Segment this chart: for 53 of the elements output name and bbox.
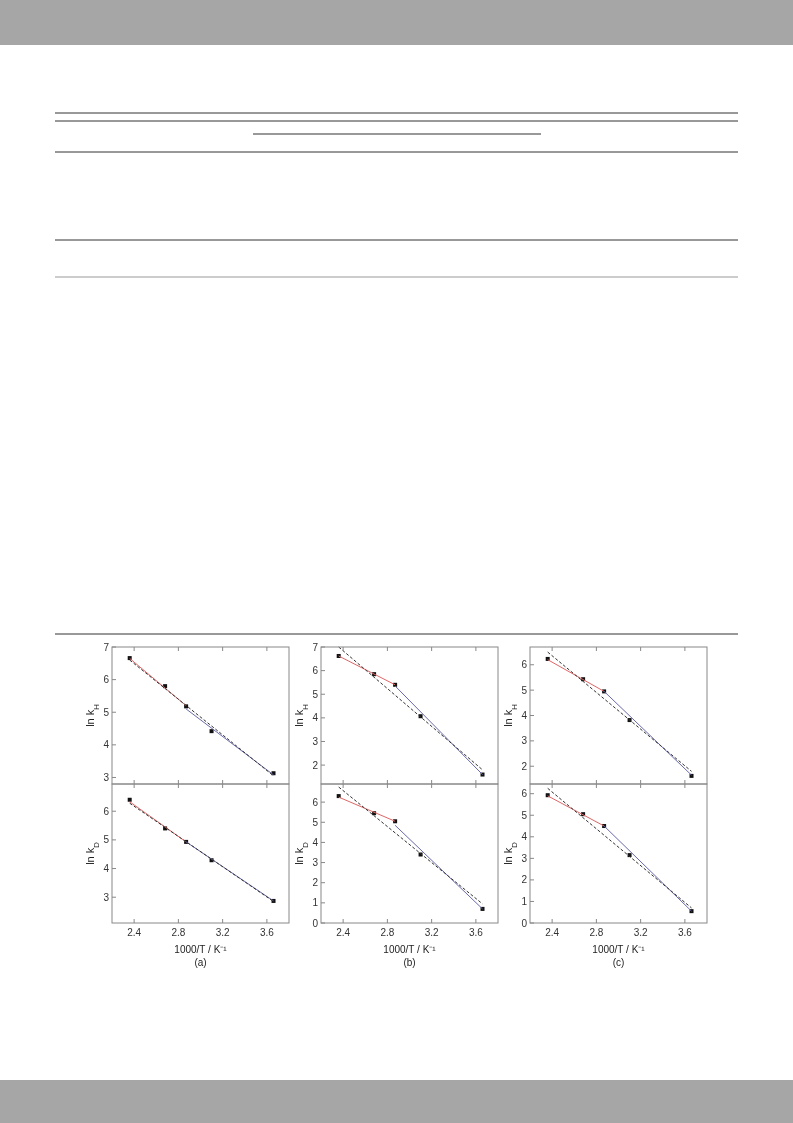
y-tick-label: 5 bbox=[103, 706, 110, 718]
y-tick-label: 4 bbox=[103, 739, 110, 751]
y-tick-label: 2 bbox=[521, 760, 528, 772]
x-tick-label: 2.4 bbox=[336, 927, 351, 938]
y-tick-label: 4 bbox=[521, 710, 528, 721]
text: (c) bbox=[612, 957, 625, 968]
y-tick-label: 6 bbox=[521, 659, 528, 671]
y-tick-label: 7 bbox=[103, 641, 110, 653]
x-tick-label: 2.4 bbox=[127, 927, 142, 938]
y-tick-label: 3 bbox=[521, 852, 528, 864]
y-tick-label: 4 bbox=[103, 863, 110, 875]
y-tick-label: 4 bbox=[312, 712, 319, 724]
y-tick-label: 6 bbox=[312, 796, 319, 808]
y-tick-label: 3 bbox=[312, 857, 319, 869]
x-axis-title: 1000/T / K⁻¹ bbox=[592, 944, 646, 955]
y-tick-label: 6 bbox=[312, 665, 319, 677]
x-axis-title: 1000/T / K⁻¹ bbox=[174, 944, 228, 955]
y-tick-label: 5 bbox=[312, 816, 319, 828]
y-tick-label: 7 bbox=[312, 641, 319, 653]
x-tick-label: 3.6 bbox=[468, 927, 484, 938]
y-tick-label: 5 bbox=[521, 809, 528, 821]
y-tick-label: 2 bbox=[312, 759, 319, 771]
x-tick-label: 2.8 bbox=[380, 927, 395, 938]
text: (a) bbox=[194, 957, 207, 968]
y-tick-label: 2 bbox=[521, 874, 528, 886]
text: (b) bbox=[403, 957, 416, 968]
y-tick-label: 4 bbox=[521, 831, 528, 843]
y-tick-label: 6 bbox=[103, 805, 110, 817]
y-tick-label: 2 bbox=[312, 877, 319, 889]
point bbox=[127, 797, 132, 802]
y-tick-label: 0 bbox=[312, 917, 319, 929]
y-tick-label: 3 bbox=[312, 735, 319, 747]
x-tick-label: 3.6 bbox=[259, 927, 275, 938]
x-tick-label: 3.2 bbox=[633, 927, 649, 938]
y-tick-label: 6 bbox=[103, 674, 110, 686]
y-tick-label: 5 bbox=[103, 834, 110, 846]
x-tick-label: 2.4 bbox=[545, 927, 560, 938]
x-tick-label: 3.2 bbox=[424, 927, 440, 938]
x-tick-label: 3.2 bbox=[215, 927, 231, 938]
y-tick-label: 6 bbox=[521, 788, 528, 800]
y-tick-label: 1 bbox=[312, 897, 319, 909]
x-tick-label: 2.8 bbox=[589, 927, 604, 938]
y-tick-label: 5 bbox=[521, 684, 528, 696]
x-axis-title: 1000/T / K⁻¹ bbox=[383, 944, 437, 955]
y-tick-label: 4 bbox=[312, 836, 319, 848]
y-tick-label: 1 bbox=[521, 895, 528, 907]
y-tick-label: 0 bbox=[521, 917, 528, 929]
y-tick-label: 3 bbox=[103, 891, 110, 903]
x-tick-label: 2.8 bbox=[171, 927, 186, 938]
x-tick-label: 3.6 bbox=[677, 927, 693, 938]
y-tick-label: 5 bbox=[312, 688, 319, 700]
y-tick-label: 3 bbox=[103, 771, 110, 783]
y-tick-label: 3 bbox=[521, 735, 528, 747]
